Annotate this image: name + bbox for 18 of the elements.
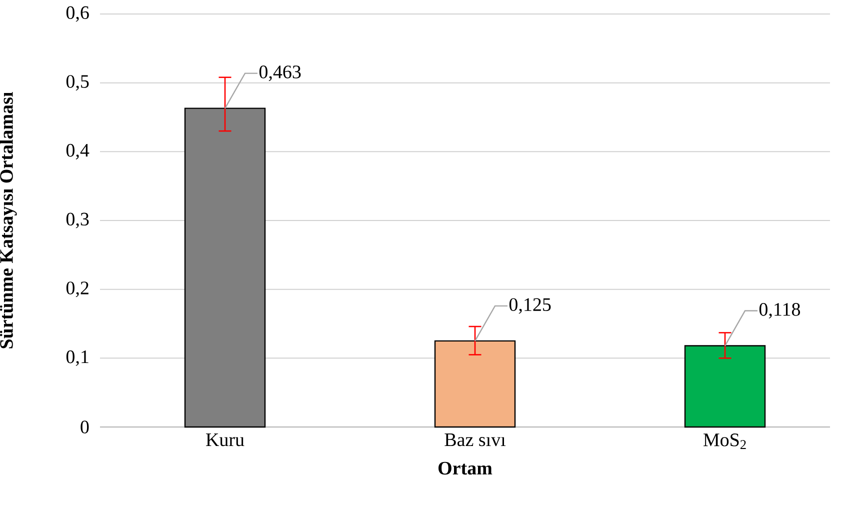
x-tick-label: Kuru (206, 434, 244, 446)
bar (184, 108, 266, 428)
bar (684, 345, 766, 428)
data-label: 0,463 (259, 66, 301, 82)
x-axis-title: Ortam (438, 462, 492, 475)
y-tick-label: 0,4 (66, 144, 90, 160)
y-tick-label: 0,5 (66, 75, 89, 91)
y-tick-label: 0,1 (66, 350, 88, 366)
y-tick-label: 0,6 (66, 6, 89, 22)
bar (434, 340, 516, 428)
y-axis-title: Sürtünme Katsayısı Ortalaması (0, 92, 17, 348)
x-tick-label: MoS$_{2}$ (704, 434, 746, 449)
data-label: 0,125 (509, 298, 551, 314)
data-label: 0,118 (759, 303, 800, 319)
x-tick-label: Baz sıvı (444, 434, 506, 446)
y-tick-label: 0,3 (66, 212, 89, 228)
y-tick-label: 0,2 (66, 282, 88, 298)
y-tick-label: 0 (80, 420, 89, 434)
